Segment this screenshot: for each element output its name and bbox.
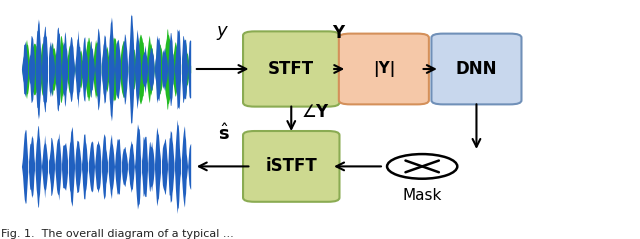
Text: STFT: STFT [268, 60, 314, 78]
Text: Fig. 1.  The overall diagram of a typical ...: Fig. 1. The overall diagram of a typical… [1, 229, 234, 239]
Text: $\mathbf{Y}$: $\mathbf{Y}$ [332, 24, 346, 42]
Text: Mask: Mask [403, 188, 442, 203]
Text: DNN: DNN [456, 60, 497, 78]
FancyBboxPatch shape [431, 34, 522, 104]
Text: $\angle\mathbf{Y}$: $\angle\mathbf{Y}$ [301, 103, 330, 121]
Circle shape [387, 154, 458, 179]
Text: $y$: $y$ [216, 24, 229, 42]
FancyBboxPatch shape [243, 31, 339, 107]
FancyBboxPatch shape [339, 34, 429, 104]
Text: $\hat{\mathbf{s}}$: $\hat{\mathbf{s}}$ [218, 123, 230, 144]
Text: |Y|: |Y| [372, 61, 395, 77]
Text: iSTFT: iSTFT [266, 158, 317, 175]
FancyBboxPatch shape [243, 131, 339, 202]
